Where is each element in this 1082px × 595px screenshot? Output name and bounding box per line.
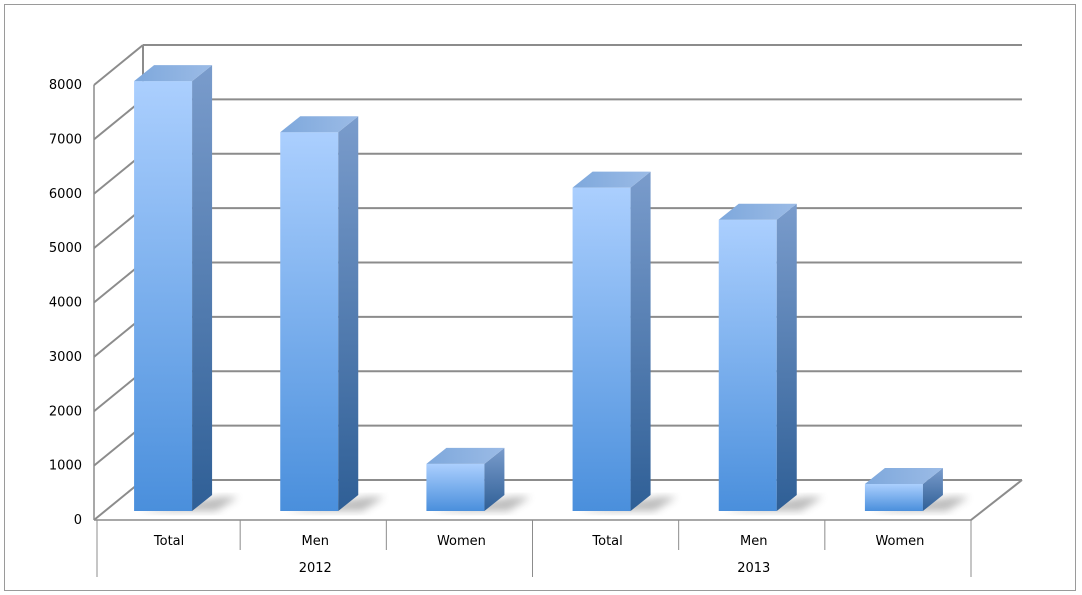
chart-frame: 0 1000 2000 3000 4000 5000 6000 7000 8000 Total Me… bbox=[4, 4, 1076, 591]
y-tick-label: 8000 bbox=[49, 78, 82, 93]
x-tick-label: Men bbox=[302, 534, 329, 549]
y-tick-label: 7000 bbox=[49, 132, 82, 147]
shadow-layer bbox=[140, 497, 969, 511]
x-tick-label: Total bbox=[153, 534, 184, 549]
bar-top bbox=[134, 65, 213, 82]
bar-top bbox=[718, 203, 797, 220]
bar-side bbox=[484, 447, 505, 511]
bar bbox=[280, 116, 359, 511]
bar-front bbox=[718, 219, 777, 511]
bar bbox=[718, 203, 797, 511]
bar-top bbox=[572, 171, 651, 188]
y-tick-label: 2000 bbox=[49, 404, 82, 419]
bar-front bbox=[280, 132, 339, 511]
y-tick-label: 6000 bbox=[49, 187, 82, 202]
bar bbox=[572, 171, 651, 511]
y-tick-label: 5000 bbox=[49, 241, 82, 256]
group-label: 2013 bbox=[737, 561, 770, 576]
gridline-depth bbox=[93, 44, 144, 86]
x-tick-label: Men bbox=[740, 534, 767, 549]
grid-layer bbox=[93, 44, 1023, 521]
bar bbox=[426, 447, 505, 511]
bar-side bbox=[192, 65, 213, 512]
y-tick-label: 3000 bbox=[49, 350, 82, 365]
bar-side bbox=[922, 468, 943, 511]
bar-front bbox=[572, 187, 631, 511]
bar bbox=[864, 468, 943, 511]
y-tick-label: 1000 bbox=[49, 459, 82, 474]
x-tick-label: Women bbox=[437, 534, 486, 549]
bar bbox=[134, 65, 213, 512]
floor-right-edge bbox=[970, 479, 1023, 521]
bar-side bbox=[630, 171, 651, 511]
bar-front bbox=[864, 484, 923, 511]
bar-side bbox=[338, 116, 359, 511]
bar-side bbox=[776, 203, 797, 511]
bar-top bbox=[864, 468, 943, 485]
group-label: 2012 bbox=[299, 561, 332, 576]
bar-front bbox=[426, 463, 485, 511]
bars-layer bbox=[134, 65, 943, 512]
bar-front bbox=[134, 81, 193, 512]
x-tick-label: Women bbox=[875, 534, 924, 549]
x-tick-label: Total bbox=[591, 534, 622, 549]
y-tick-label: 4000 bbox=[49, 296, 82, 311]
bar-top bbox=[280, 116, 359, 133]
y-tick-label: 0 bbox=[74, 513, 82, 528]
axis-layer: 0 1000 2000 3000 4000 5000 6000 7000 8000 Total Me… bbox=[49, 78, 972, 577]
bar-chart: 0 1000 2000 3000 4000 5000 6000 7000 8000 Total Me… bbox=[49, 44, 1023, 577]
bar-top bbox=[426, 447, 505, 464]
